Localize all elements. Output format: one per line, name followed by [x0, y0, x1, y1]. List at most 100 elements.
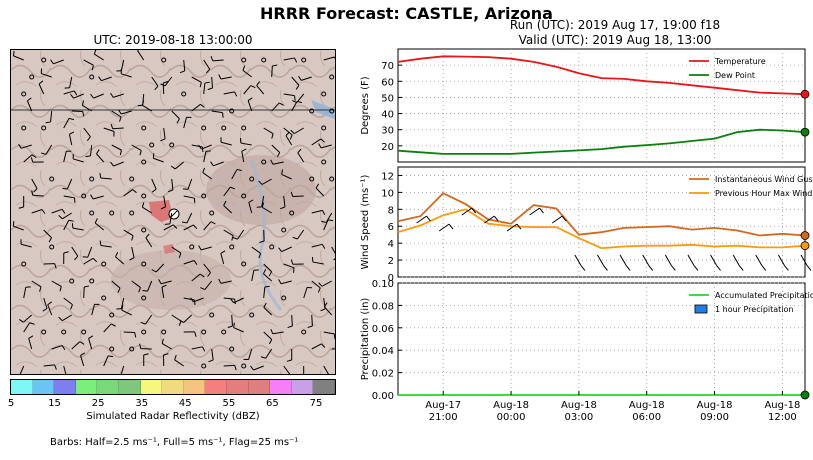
wind-barb — [283, 365, 291, 374]
wind-barb-feather — [281, 169, 284, 175]
colorbar-swatch — [313, 380, 335, 394]
wind-barb — [121, 73, 132, 78]
wind-barb — [38, 83, 45, 95]
colorbar-ticks: 5 15 25 35 45 55 65 75 — [8, 398, 336, 410]
wind-barb-feather — [70, 304, 73, 310]
wind-barb — [220, 280, 232, 284]
y-tick-label: 0.04 — [372, 346, 394, 357]
wind-barb — [271, 65, 273, 78]
calm-wind-marker — [201, 193, 207, 199]
x-tick-label: 06:00 — [632, 412, 661, 423]
x-tick-label: Aug-18 — [697, 400, 733, 411]
wind-barb-feather — [260, 356, 266, 359]
wind-barb-feather — [223, 200, 227, 206]
wind-barb-feather — [61, 345, 66, 351]
wind-barb-feather — [233, 322, 235, 328]
wind-barb — [191, 273, 201, 282]
colorbar-swatch — [248, 380, 271, 394]
wind-barb — [642, 254, 650, 266]
colorbar-tick-label: 55 — [222, 398, 236, 409]
wind-barb — [311, 209, 323, 214]
wind-barb — [183, 224, 194, 231]
wind-barb — [13, 55, 24, 61]
wind-barb-feather — [236, 168, 242, 172]
wind-barb-feather — [289, 134, 293, 140]
y-tick-label: 4 — [388, 239, 394, 250]
colorbar-tick-label: 75 — [309, 398, 323, 409]
calm-wind-marker — [129, 210, 135, 216]
wind-barb — [45, 144, 53, 155]
calm-wind-marker — [101, 261, 107, 267]
calm-wind-marker — [61, 329, 67, 335]
river — [249, 159, 283, 311]
wind-barb-feather — [198, 245, 202, 251]
legend-label: Dew Point — [715, 71, 755, 80]
wind-barb-feather — [783, 265, 789, 271]
wind-barb — [100, 177, 112, 180]
colorbar-swatch — [54, 380, 76, 394]
wind-barb — [263, 331, 273, 340]
wind-barb-feather — [670, 265, 676, 271]
wind-barb — [416, 215, 427, 224]
wind-barb-feather — [294, 95, 296, 101]
wind-barb-feather — [738, 265, 744, 271]
wind-barb-feather — [119, 116, 122, 122]
wind-barb — [223, 364, 235, 367]
calm-wind-marker — [201, 125, 207, 131]
series-line — [397, 208, 806, 250]
wind-barb — [100, 244, 112, 248]
wind-barb — [153, 157, 164, 163]
calm-wind-marker — [89, 176, 95, 182]
wind-barb-map — [11, 50, 335, 374]
wind-barb-feather — [163, 81, 169, 84]
calm-wind-marker — [329, 108, 335, 114]
wind-barb — [191, 76, 202, 83]
wind-barb-feather — [263, 302, 267, 308]
wind-barb — [186, 212, 193, 224]
x-tick-label: Aug-18 — [764, 400, 800, 411]
terrain-relief — [111, 250, 231, 310]
colorbar-tick-label: 35 — [135, 398, 149, 409]
wind-barb-feather — [321, 244, 326, 249]
y-axis-label: Precipitation (in) — [360, 298, 371, 381]
calm-wind-marker — [141, 159, 147, 165]
calm-wind-marker — [141, 295, 147, 301]
wind-barb — [283, 57, 295, 61]
wind-barb — [223, 91, 235, 95]
wind-barb-feather — [84, 285, 90, 288]
wind-barb — [323, 331, 335, 335]
wind-barb — [311, 243, 323, 248]
wind-barb-feather — [761, 265, 767, 271]
wind-barb-feather — [96, 149, 100, 155]
wind-barb — [103, 355, 109, 367]
wind-barb-feather — [206, 68, 211, 74]
wind-barb-feather — [250, 85, 256, 89]
terrain-map — [10, 49, 336, 375]
wind-barb — [120, 365, 125, 374]
wind-barb — [92, 195, 104, 200]
wind-barb-feather — [121, 305, 124, 311]
wind-barb — [94, 222, 105, 231]
colorbar-label: Simulated Radar Reflectivity (dBZ) — [86, 411, 260, 422]
wind-barb-feather — [270, 159, 274, 165]
wind-barb-feather — [263, 269, 267, 274]
legend-swatch — [694, 304, 708, 314]
wind-barb-feather — [141, 202, 145, 208]
wind-barb — [311, 280, 321, 289]
wind-barb — [251, 270, 255, 282]
wind-barb — [323, 219, 329, 231]
calm-wind-marker — [241, 125, 247, 131]
wind-barb-feather — [272, 64, 278, 67]
wind-barb-feather — [118, 109, 122, 115]
wind-barb — [21, 144, 32, 149]
wind-barb — [247, 100, 253, 112]
wind-barb — [263, 287, 266, 299]
wind-barb — [272, 331, 284, 335]
wind-barb-feather — [248, 199, 254, 203]
colorbar-tick-label: 25 — [91, 398, 105, 409]
wind-barb — [111, 144, 122, 151]
wind-barb-feather — [286, 359, 292, 362]
radar-echo — [149, 200, 173, 222]
wind-barb — [183, 59, 186, 71]
series-line — [397, 128, 806, 155]
